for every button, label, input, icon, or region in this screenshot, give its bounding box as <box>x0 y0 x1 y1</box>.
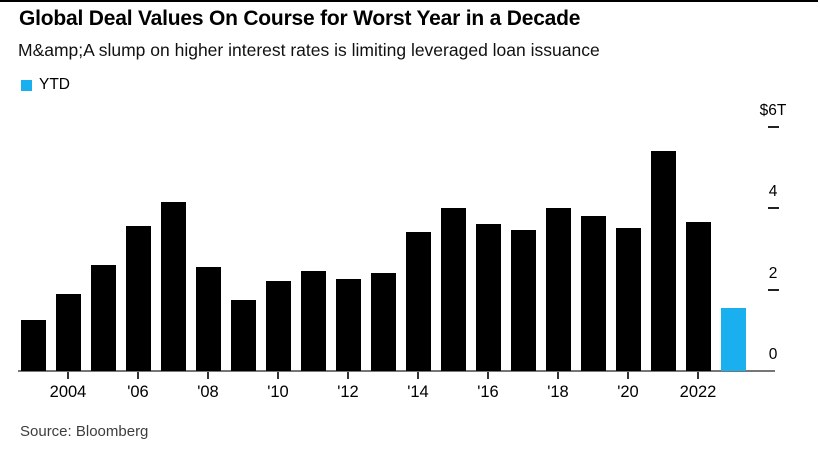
bar-2011 <box>300 271 326 371</box>
x-axis-label-2006: '06 <box>127 383 149 401</box>
x-axis-tick-2006 <box>137 372 139 379</box>
bar-2019 <box>580 216 606 371</box>
source-note: Source: Bloomberg <box>20 423 149 440</box>
bar-2010 <box>265 281 291 371</box>
x-axis-tick-2020 <box>627 372 629 379</box>
bar-2009 <box>230 299 256 371</box>
legend-label-ytd: YTD <box>39 76 70 93</box>
y-axis-tick-2 <box>767 288 779 291</box>
chart-subtitle: M&amp;A slump on higher interest rates i… <box>18 40 600 60</box>
bar-2015 <box>440 208 466 371</box>
x-axis-label-2018: '18 <box>547 383 569 401</box>
y-axis-label-2: 2 <box>768 264 778 282</box>
bar-2020 <box>615 228 641 371</box>
x-axis-label-2004: 2004 <box>49 383 87 401</box>
x-axis-tick-2016 <box>487 372 489 379</box>
x-axis-tick-2010 <box>277 372 279 379</box>
x-axis-label-2016: '16 <box>477 383 499 401</box>
x-axis-label-2008: '08 <box>197 383 219 401</box>
legend: YTD <box>21 76 70 94</box>
y-axis-tick-6 <box>767 125 779 128</box>
bar-2018 <box>545 208 571 371</box>
x-axis-tick-2014 <box>417 372 419 379</box>
x-axis-tick-2012 <box>347 372 349 379</box>
y-axis-label-4: 4 <box>768 183 778 200</box>
y-axis-label-0: 0 <box>768 346 778 363</box>
bar-2017 <box>510 230 536 371</box>
bar-2013 <box>370 273 396 371</box>
bar-2006 <box>125 226 151 371</box>
bar-2003 <box>20 320 46 371</box>
x-axis-label-2020: '20 <box>617 383 639 401</box>
x-axis-label-2010: '10 <box>267 383 289 401</box>
x-axis-tick-2004 <box>67 372 69 379</box>
bar-2016 <box>475 224 501 371</box>
bar-2014 <box>405 232 431 371</box>
x-axis-tick-2008 <box>207 372 209 379</box>
x-axis-tick-2022 <box>697 372 699 379</box>
chart-title: Global Deal Values On Course for Worst Y… <box>19 7 581 30</box>
y-axis-label-6: $6T <box>759 101 787 119</box>
x-axis-label-2022: 2022 <box>679 383 717 401</box>
bar-2005 <box>90 265 116 371</box>
x-axis-line <box>18 370 775 372</box>
x-axis-label-2012: '12 <box>337 383 359 401</box>
x-axis-label-2014: '14 <box>407 383 429 401</box>
bar-2022 <box>685 222 711 371</box>
top-rule <box>0 0 818 2</box>
x-axis-tick-2018 <box>557 372 559 379</box>
bar-2004 <box>55 293 81 371</box>
y-axis-tick-4 <box>767 207 779 209</box>
bar-2021 <box>650 150 676 371</box>
bar-2023 <box>720 307 746 371</box>
legend-swatch-ytd <box>21 79 32 91</box>
bar-2012 <box>335 279 361 371</box>
bar-2007 <box>160 201 186 371</box>
bar-2008 <box>195 267 221 371</box>
